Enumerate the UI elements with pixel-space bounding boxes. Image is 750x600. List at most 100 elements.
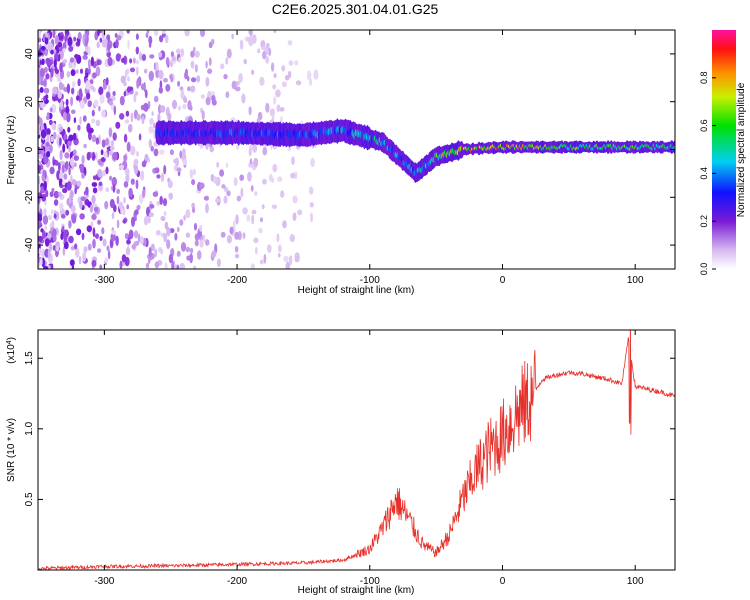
spectrogram-noise-cell bbox=[38, 235, 43, 242]
spectrogram-noise-cell bbox=[116, 219, 120, 229]
figure-title: C2E6.2025.301.04.01.G25 bbox=[272, 1, 439, 17]
spectrogram-noise-cell bbox=[76, 180, 82, 187]
spectrogram-noise-cell bbox=[192, 207, 196, 214]
spectrogram-noise-cell bbox=[119, 260, 123, 269]
spectrogram-noise-cell bbox=[163, 211, 167, 217]
spectrogram-noise-cell bbox=[257, 48, 261, 54]
spectrogram-noise-cell bbox=[173, 158, 178, 164]
spectrogram-noise-cell bbox=[239, 174, 245, 181]
spectrogram-noise-cell bbox=[234, 231, 240, 240]
x-tick-label: -200 bbox=[227, 275, 247, 286]
spectrogram-noise-cell bbox=[161, 32, 166, 38]
spectrogram-noise-cell bbox=[290, 172, 296, 179]
y-tick-label: 0 bbox=[24, 146, 35, 152]
spectrogram-noise-cell bbox=[38, 76, 42, 86]
spectrogram-noise-cell bbox=[190, 77, 197, 83]
spectrogram-noise-cell bbox=[59, 62, 63, 73]
spectrogram-x-ticks: -300 -200 -100 0 100 bbox=[94, 30, 644, 286]
spectrogram-noise-cell bbox=[92, 175, 97, 181]
spectrogram-noise-cell bbox=[289, 234, 295, 243]
spectrogram-noise-cell bbox=[76, 95, 80, 101]
spectrogram-noise-cell bbox=[38, 59, 41, 67]
spectrogram-noise-cell bbox=[259, 217, 264, 223]
spectrogram-noise-cell bbox=[63, 241, 69, 250]
spectrogram-noise-cell bbox=[211, 95, 216, 102]
spectrogram-noise-cell bbox=[47, 233, 52, 239]
spectrogram-noise-cell bbox=[111, 176, 118, 187]
spectrogram-noise-cell bbox=[138, 52, 143, 61]
spectrogram-noise-cell bbox=[108, 100, 114, 106]
spectrogram-noise-cell bbox=[39, 68, 46, 77]
spectrogram-noise-cell bbox=[127, 39, 130, 50]
spectrogram-noise-cell bbox=[46, 58, 52, 67]
spectrogram-noise-cell bbox=[159, 195, 163, 205]
spectrogram-noise-cell bbox=[144, 68, 148, 74]
spectrogram-noise-cell bbox=[122, 219, 127, 224]
spectrogram-noise-cell bbox=[56, 76, 62, 82]
spectrogram-noise-cell bbox=[50, 263, 54, 269]
spectrogram-noise-cell bbox=[82, 34, 85, 45]
spectrogram-noise-cell bbox=[101, 39, 108, 48]
spectrogram-noise-cell bbox=[64, 152, 70, 159]
spectrogram-noise-cell bbox=[182, 103, 187, 110]
spectrogram-noise-cell bbox=[88, 67, 91, 75]
spectrogram-noise-cell bbox=[73, 155, 80, 162]
spectrogram-noise-cell bbox=[107, 250, 111, 260]
spectrogram-noise-cell bbox=[92, 238, 96, 249]
spectrogram-noise-cell bbox=[79, 200, 83, 209]
spectrogram-noise-cell bbox=[126, 30, 130, 34]
spectrogram-noise-cell bbox=[40, 45, 46, 51]
spectrogram-noise-cell bbox=[154, 248, 158, 258]
spectrogram-noise-cell bbox=[118, 164, 125, 170]
spectrogram-noise-cell bbox=[154, 167, 160, 174]
spectrogram-noise-cell bbox=[53, 213, 57, 219]
spectrogram-noise-cell bbox=[59, 137, 62, 146]
snr-multiplier: (x104) bbox=[6, 337, 18, 364]
spectrogram-noise-cell bbox=[233, 177, 238, 187]
spectrogram-noise-cell bbox=[71, 214, 77, 224]
spectrogram-noise-cell bbox=[63, 173, 68, 180]
spectrogram-noise-cell bbox=[62, 42, 67, 51]
spectrogram-noise-cell bbox=[248, 35, 254, 47]
spectrogram-noise-cell bbox=[116, 188, 121, 195]
spectrogram-noise-cell bbox=[49, 119, 53, 126]
spectrogram-noise-cell bbox=[180, 48, 184, 58]
spectrogram-noise-cell bbox=[252, 143, 258, 153]
spectrogram-noise-cell bbox=[249, 30, 253, 36]
spectrogram-noise-cell bbox=[83, 143, 87, 149]
spectrogram-noise-cell bbox=[176, 250, 181, 257]
spectrogram-noise-cell bbox=[58, 162, 61, 172]
spectrogram-noise-cell bbox=[182, 148, 186, 157]
spectrogram-noise-cell bbox=[194, 50, 200, 58]
spectrogram-noise-cell bbox=[215, 197, 221, 203]
spectrogram-noise-cell bbox=[155, 68, 160, 79]
snr-x-axis-label: Height of straight line (km) bbox=[298, 585, 415, 596]
spectrogram-noise-cell bbox=[59, 149, 63, 161]
spectrogram-noise-cell bbox=[42, 230, 46, 239]
spectrogram-noise-cell bbox=[78, 255, 82, 265]
spectrogram-noise-cell bbox=[250, 185, 254, 192]
spectrogram-noise-cell bbox=[266, 42, 270, 49]
spectrogram-noise-cell bbox=[38, 220, 42, 226]
spectrogram-noise-cell bbox=[196, 250, 202, 260]
spectrogram-noise-cell bbox=[262, 147, 268, 156]
spectrogram-noise-cell bbox=[90, 85, 95, 91]
spectrogram-noise-cell bbox=[53, 190, 60, 199]
spectrogram-noise-cell bbox=[85, 80, 91, 90]
spectrogram-noise-cell bbox=[216, 258, 221, 268]
spectrogram-noise-cell bbox=[241, 93, 246, 104]
spectrogram-noise-cell bbox=[128, 187, 133, 198]
spectrogram-noise-cell bbox=[101, 227, 105, 235]
spectrogram-noise-cell bbox=[99, 37, 103, 43]
spectrogram-noise-cell bbox=[124, 168, 130, 176]
x-tick-label: 100 bbox=[627, 576, 644, 587]
spectrogram-noise-cell bbox=[297, 209, 303, 216]
spectrogram-noise-cell bbox=[168, 192, 173, 200]
spectrogram-noise-cell bbox=[249, 158, 253, 165]
spectrogram-noise-cell bbox=[107, 41, 111, 52]
spectrogram-noise-cell bbox=[90, 221, 94, 228]
spectrogram-noise-cell bbox=[207, 68, 213, 74]
spectrogram-noise-cell bbox=[271, 204, 277, 210]
spectrogram-noise-cell bbox=[136, 66, 139, 76]
spectrogram-noise-cell bbox=[44, 238, 50, 247]
